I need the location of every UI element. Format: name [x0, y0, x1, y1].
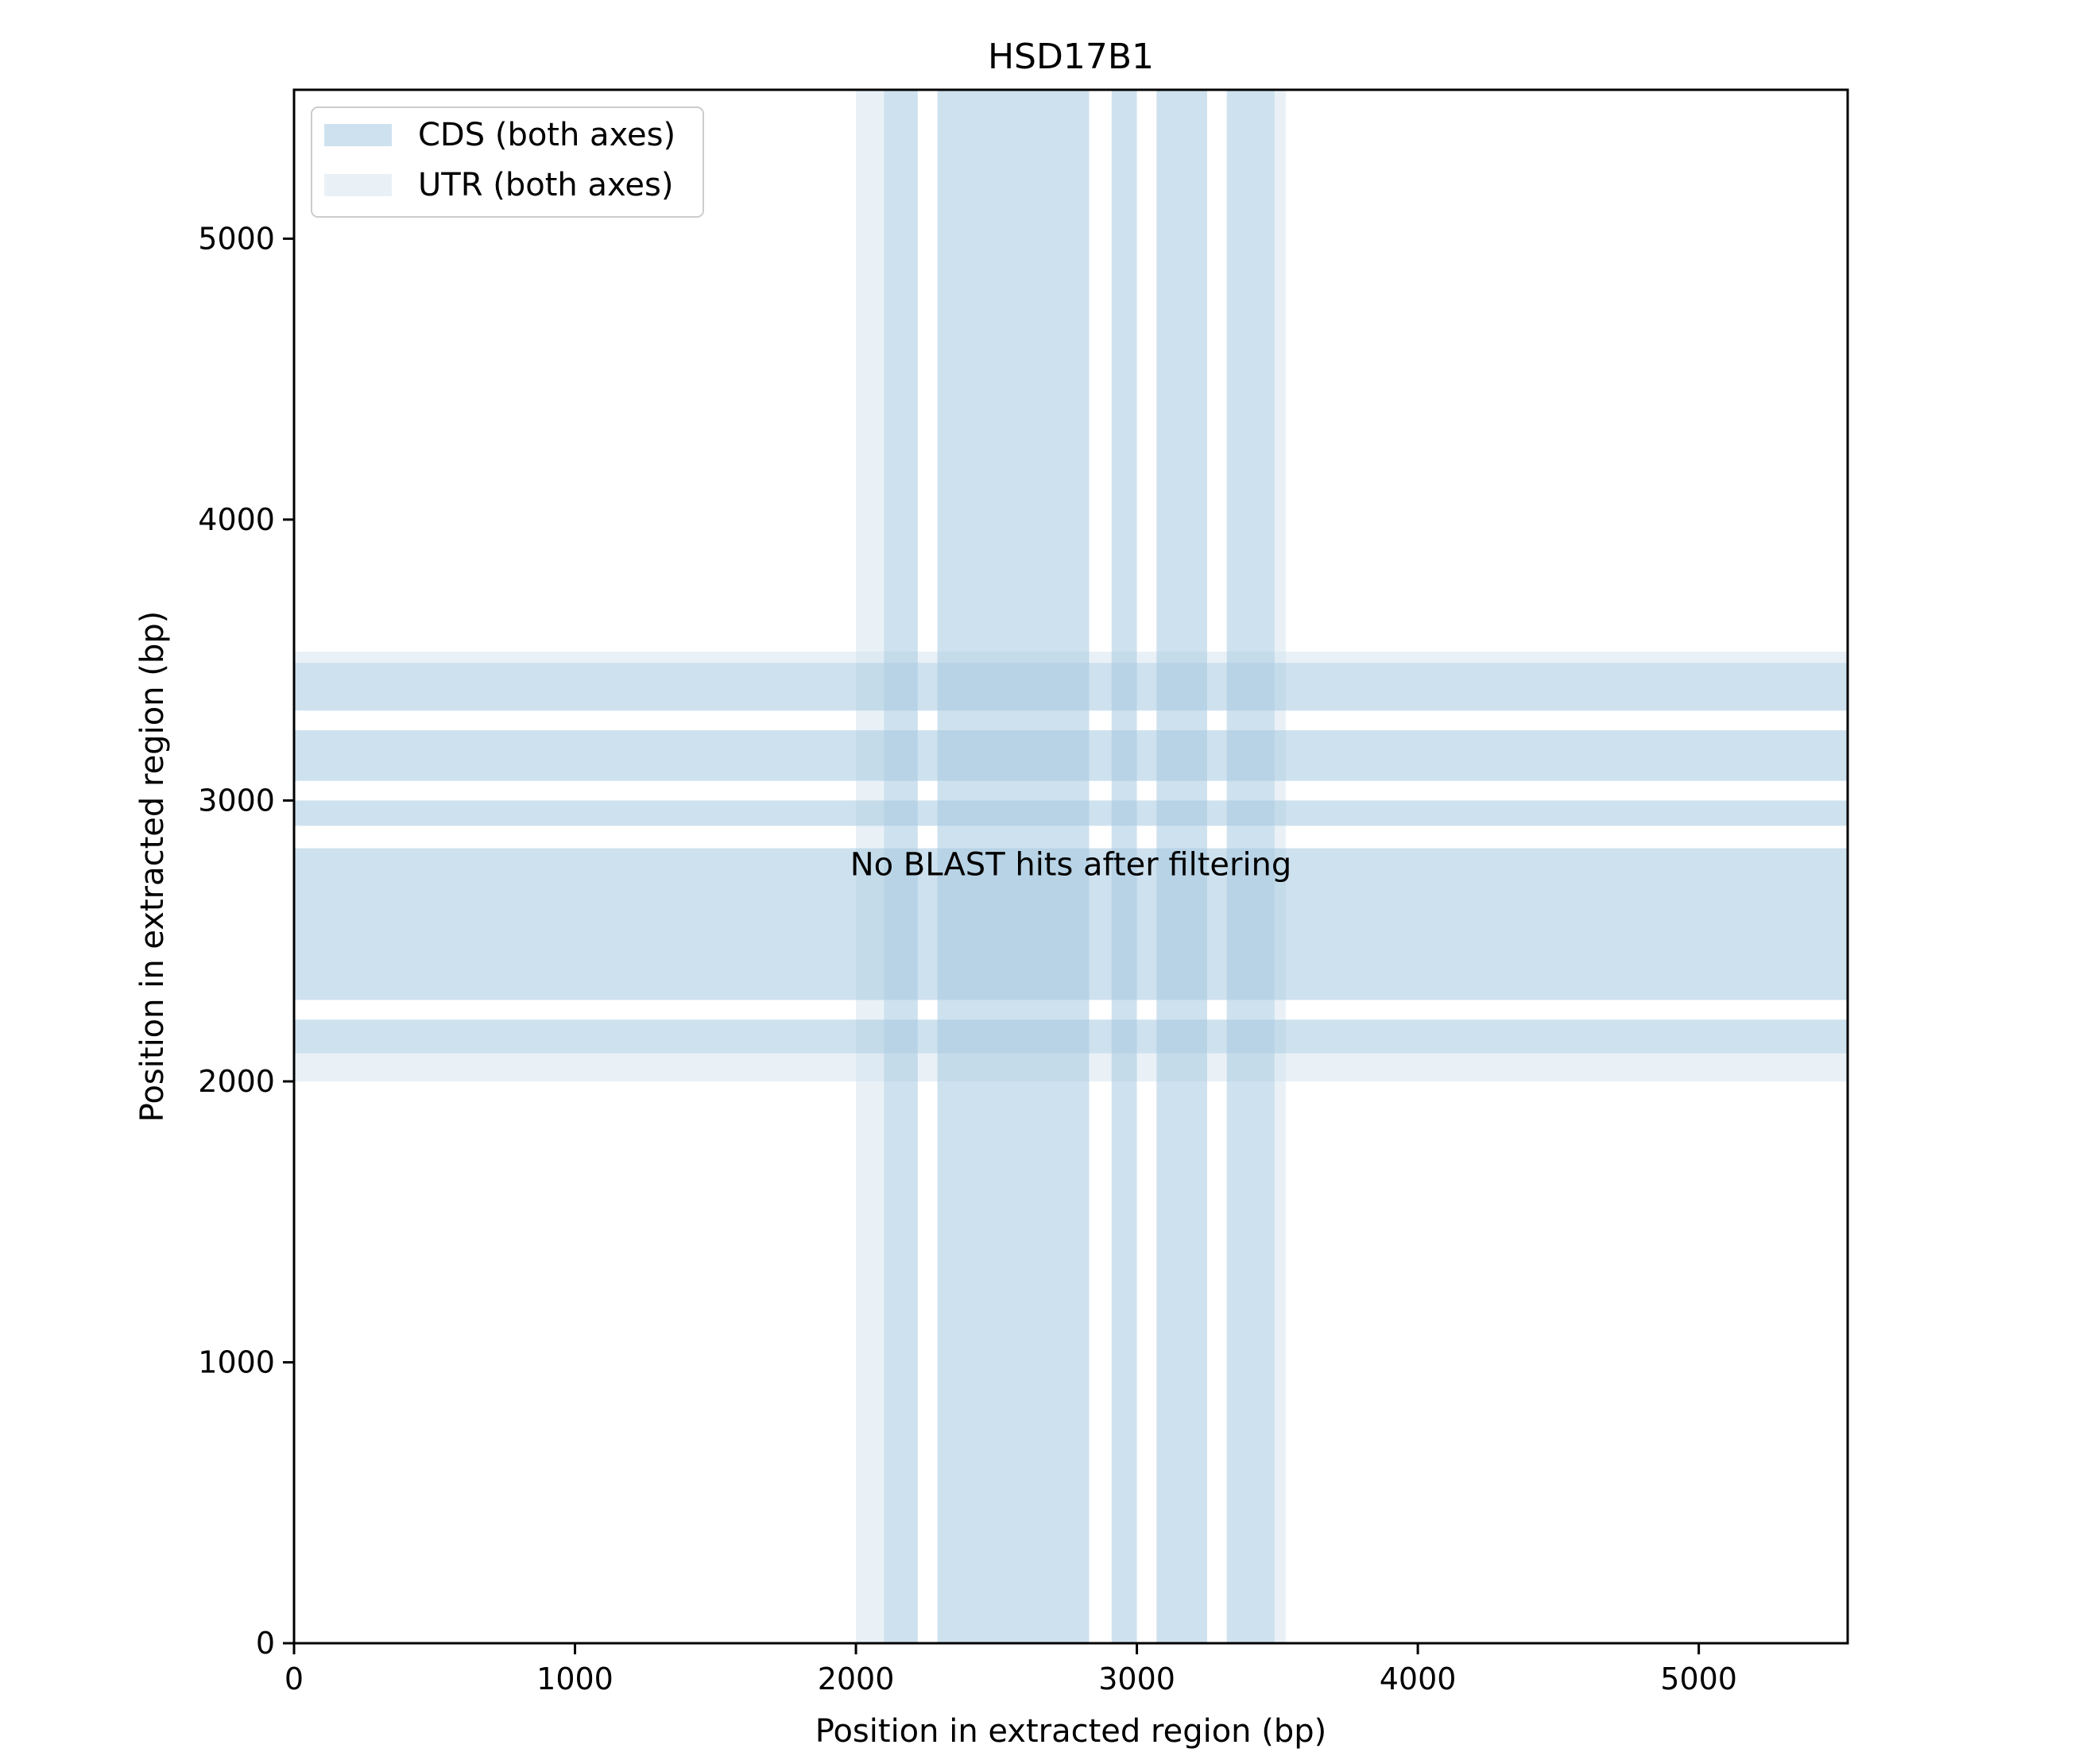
- y-tick-label: 1000: [198, 1344, 275, 1379]
- x-tick-label: 2000: [818, 1661, 895, 1696]
- legend-swatch-utr: [324, 174, 392, 196]
- cds-band-vertical-3: [1156, 90, 1207, 1643]
- x-axis-label: Position in extracted region (bp): [815, 1713, 1326, 1750]
- x-tick-label: 5000: [1660, 1661, 1737, 1696]
- region-bands: [294, 90, 1848, 1643]
- x-axis-ticks: 0 1000 2000 3000 4000 5000: [285, 1643, 1737, 1696]
- y-tick-label: 3000: [198, 783, 275, 818]
- y-tick-label: 2000: [198, 1064, 275, 1099]
- no-hits-annotation: No BLAST hits after filtering: [850, 847, 1292, 884]
- x-tick-label: 1000: [536, 1661, 614, 1696]
- legend-label-cds: CDS (both axes): [418, 117, 675, 153]
- cds-band-vertical-2: [1111, 90, 1137, 1643]
- legend-label-utr: UTR (both axes): [418, 167, 673, 203]
- x-tick-label: 3000: [1098, 1661, 1175, 1696]
- y-axis-label: Position in extracted region (bp): [134, 611, 171, 1122]
- y-tick-label: 4000: [198, 502, 275, 537]
- y-tick-label: 0: [256, 1626, 275, 1661]
- plot-frame: [292, 88, 1849, 1645]
- cds-band-horizontal-4: [294, 663, 1848, 711]
- legend: CDS (both axes) UTR (both axes): [311, 106, 704, 218]
- legend-swatch-cds: [324, 124, 392, 146]
- chart-title: HSD17B1: [988, 37, 1154, 77]
- x-tick-label: 0: [285, 1661, 304, 1696]
- cds-band-vertical-4: [1226, 90, 1275, 1643]
- cds-band-horizontal-3: [294, 730, 1848, 781]
- x-tick-label: 4000: [1380, 1661, 1457, 1696]
- cds-band-horizontal-1: [294, 848, 1848, 1000]
- y-tick-label: 5000: [198, 221, 275, 256]
- legend-box: [311, 106, 704, 218]
- cds-band-horizontal-2: [294, 800, 1848, 826]
- y-axis-ticks: 0 1000 2000 3000 4000 5000: [198, 221, 294, 1661]
